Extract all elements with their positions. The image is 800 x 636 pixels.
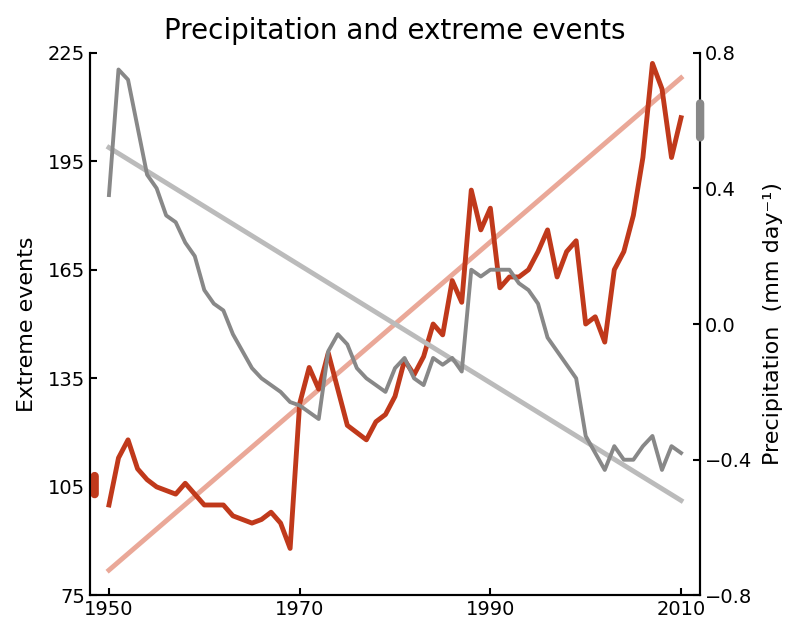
Y-axis label: Precipitation  (mm day⁻¹): Precipitation (mm day⁻¹) bbox=[763, 183, 783, 466]
Title: Precipitation and extreme events: Precipitation and extreme events bbox=[164, 17, 626, 45]
Y-axis label: Extreme events: Extreme events bbox=[17, 236, 37, 411]
